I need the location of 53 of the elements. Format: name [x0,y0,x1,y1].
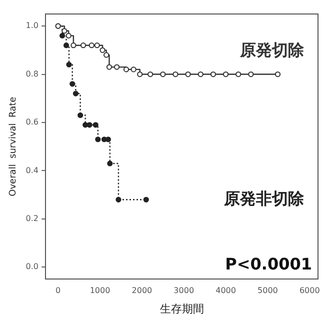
point [172,71,178,78]
point [88,42,94,48]
point [123,66,130,72]
x-tick-label: 2000 [132,286,152,296]
x-tick-label: 1000 [90,286,110,296]
annotation: P<0.0001 [225,254,312,274]
point [274,71,281,78]
point [143,196,149,202]
point [80,42,86,48]
point [137,71,143,78]
point [70,81,76,87]
point [72,90,79,96]
point [106,64,112,70]
point [78,112,84,118]
x-tick-label: 4000 [216,286,236,296]
point [66,62,72,68]
point [116,196,122,202]
x-tick-label: 6000 [299,286,320,296]
point [198,71,204,78]
point [114,64,120,70]
y-tick-label: 0.4 [26,166,39,175]
text: 原発非切除 [223,188,305,208]
point [95,136,101,142]
point [66,32,72,38]
point [210,71,216,78]
point [86,122,92,128]
point [62,28,68,34]
point [107,160,113,166]
x-axis-title: 生存期間 [160,302,204,316]
point [160,71,166,78]
point [70,42,76,48]
point [59,32,66,38]
y-tick-label: 0.8 [26,69,39,78]
point [222,71,229,78]
point [248,71,254,78]
point [104,52,110,58]
point [100,47,106,53]
x-tick-label: 0 [56,286,61,296]
y-tick-label: 0.2 [26,214,39,224]
point [94,42,100,48]
y-tick-label: 0.6 [26,118,39,127]
x-tick-label: 3000 [174,286,194,296]
series-label: 原発切除 [239,40,305,60]
point [148,71,154,78]
point [63,42,70,48]
y-axis-title: Overall survival Rate [8,96,19,196]
y-tick-label: 0.0 [26,262,39,272]
point [185,71,191,78]
point [92,122,98,128]
x-tick-label: 5000 [258,286,278,296]
point [130,66,136,72]
y-tick-label: 1.0 [26,21,39,30]
point [236,71,242,78]
